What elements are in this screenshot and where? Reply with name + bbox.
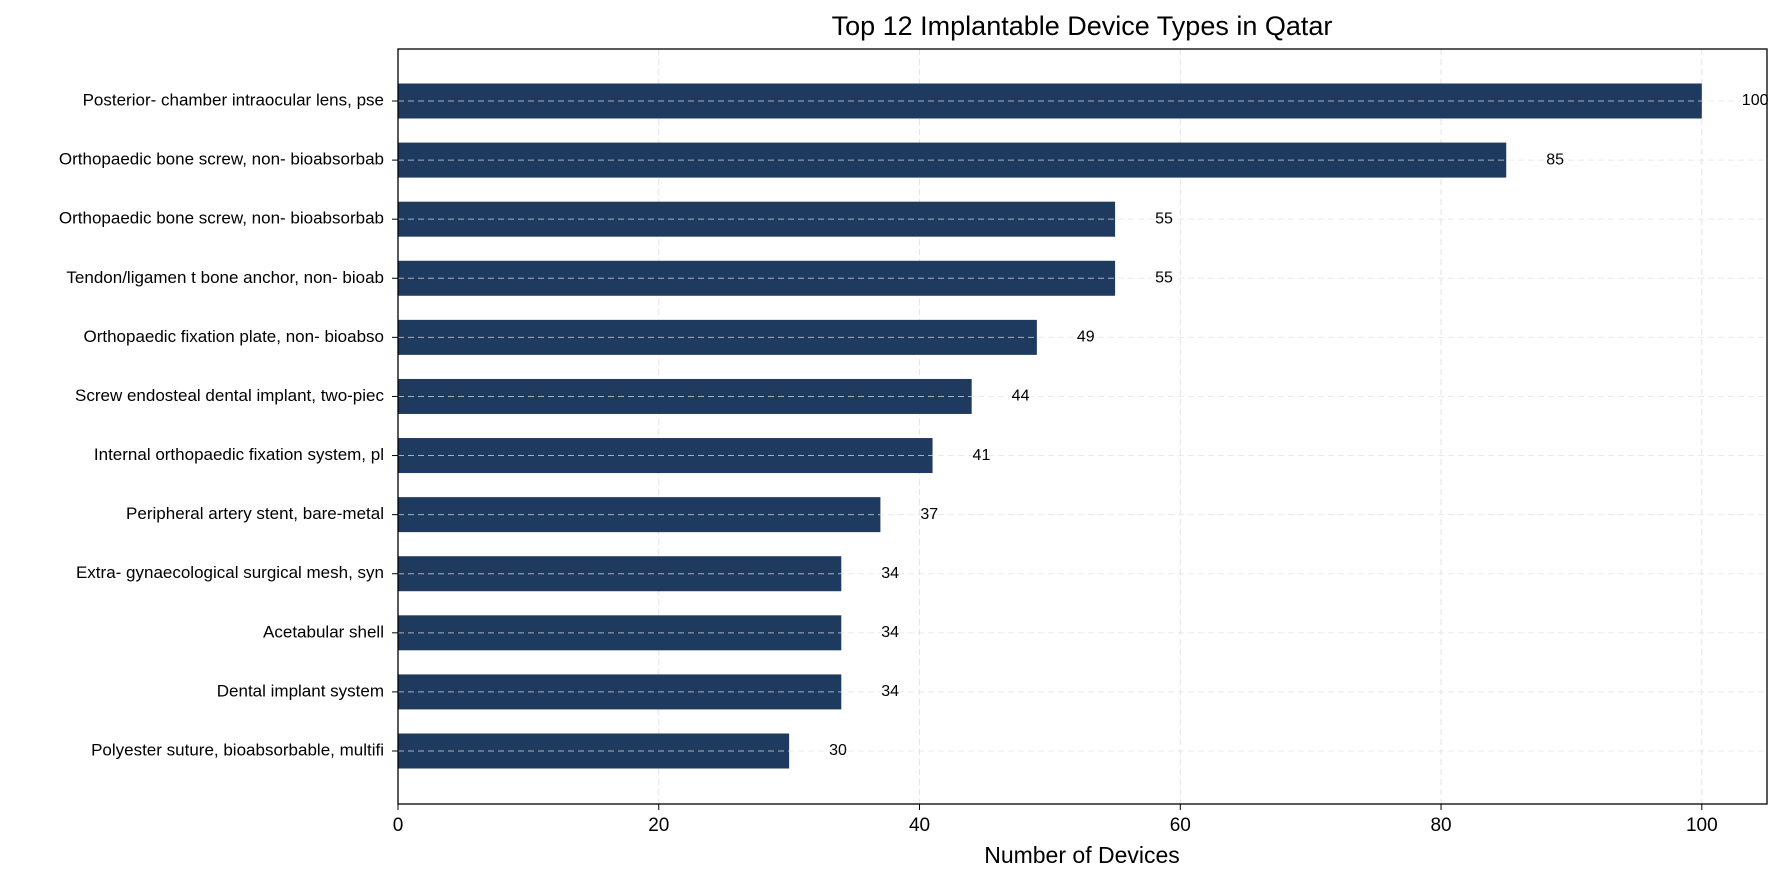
y-tick-label: Orthopaedic bone screw, non- bioabsorbab — [59, 150, 384, 169]
y-tick-label: Acetabular shell — [263, 622, 384, 641]
value-label: 34 — [881, 624, 899, 641]
value-label: 55 — [1155, 269, 1173, 286]
y-tick-label: Posterior- chamber intraocular lens, pse — [83, 90, 384, 109]
value-label: 34 — [881, 683, 899, 700]
x-tick-label: 100 — [1686, 815, 1718, 836]
y-tick-label: Polyester suture, bioabsorbable, multifi — [91, 740, 384, 759]
value-label: 85 — [1546, 151, 1564, 168]
value-label: 37 — [920, 506, 938, 523]
bar — [398, 260, 1116, 296]
value-label: 49 — [1077, 329, 1095, 346]
value-label: 30 — [829, 742, 847, 759]
bar — [398, 201, 1116, 237]
value-label: 100 — [1742, 92, 1769, 109]
y-tick-label: Tendon/ligamen t bone anchor, non- bioab — [66, 268, 384, 287]
x-axis-label: Number of Devices — [984, 842, 1180, 868]
y-tick-label: Orthopaedic bone screw, non- bioabsorbab — [59, 209, 384, 228]
x-tick-label: 60 — [1170, 815, 1191, 836]
value-label: 44 — [1012, 388, 1030, 405]
y-tick-label: Dental implant system — [217, 681, 384, 700]
y-tick-label: Extra- gynaecological surgical mesh, syn — [76, 563, 384, 582]
x-tick-label: 80 — [1430, 815, 1451, 836]
x-tick-label: 40 — [909, 815, 930, 836]
y-tick-label: Peripheral artery stent, bare-metal — [126, 504, 384, 523]
chart-title: Top 12 Implantable Device Types in Qatar — [832, 11, 1333, 41]
bar — [398, 378, 972, 414]
value-label: 41 — [973, 447, 991, 464]
y-tick-label: Screw endosteal dental implant, two-piec — [75, 386, 384, 405]
value-label: 34 — [881, 565, 899, 582]
x-tick-label: 20 — [648, 815, 669, 836]
x-tick-label: 0 — [393, 815, 404, 836]
plot-frame — [397, 48, 1768, 805]
value-label: 55 — [1155, 210, 1173, 227]
y-tick-label: Orthopaedic fixation plate, non- bioabso — [83, 327, 384, 346]
y-tick-label: Internal orthopaedic fixation system, pl — [94, 445, 384, 464]
